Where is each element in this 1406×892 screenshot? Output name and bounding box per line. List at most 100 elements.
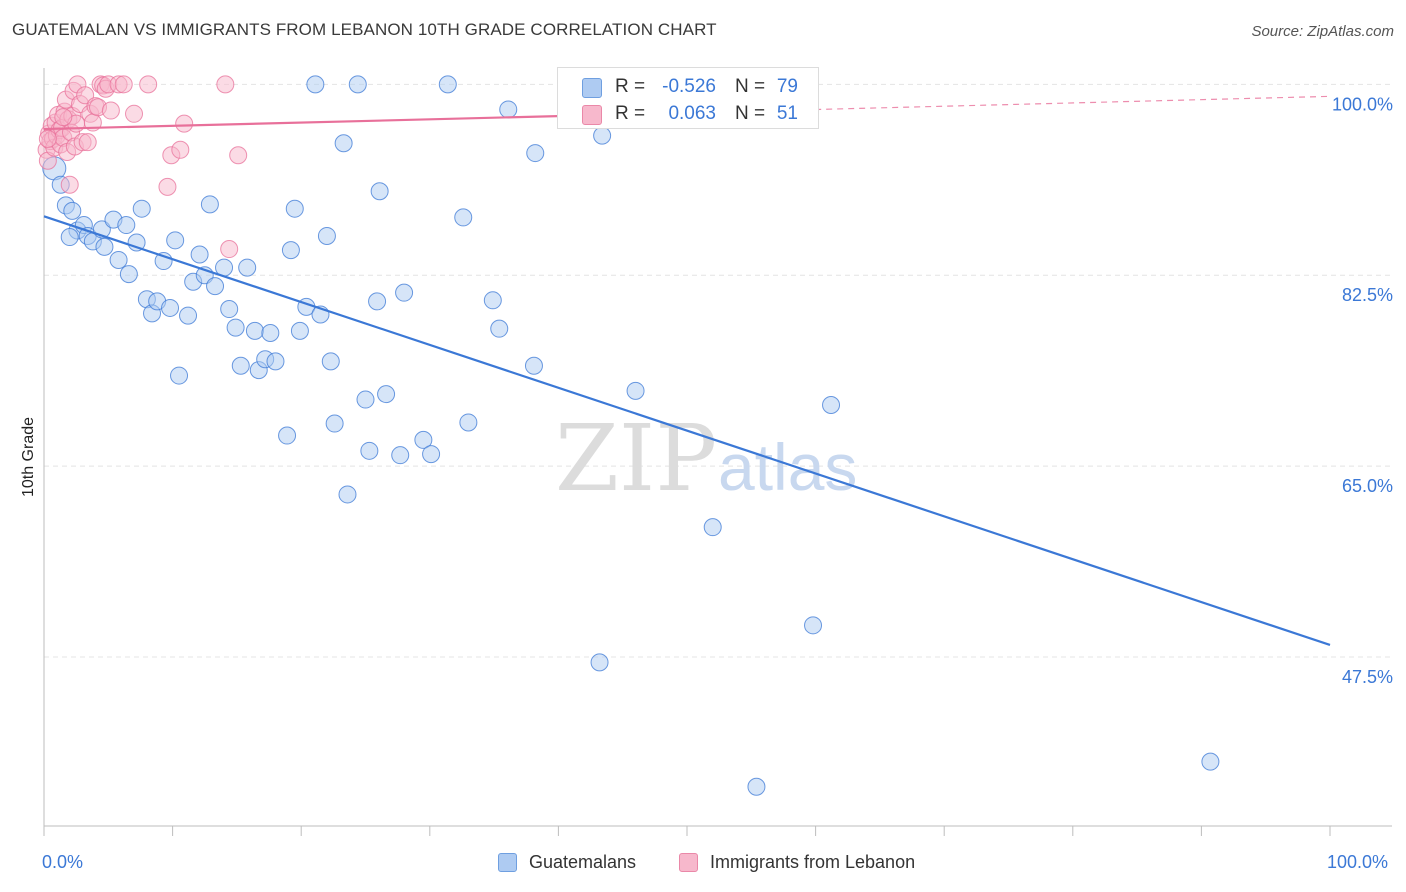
data-point [422, 445, 441, 464]
data-point [158, 177, 177, 196]
stats-n-value: 79 [776, 76, 798, 97]
data-point [391, 446, 410, 465]
data-point [377, 385, 396, 404]
watermark-zip: ZIP [555, 405, 717, 512]
data-point [285, 199, 304, 218]
data-point [166, 231, 185, 250]
data-point [231, 356, 250, 375]
chart-title: GUATEMALAN VS IMMIGRANTS FROM LEBANON 10… [12, 20, 717, 39]
stats-r-label: R = [615, 76, 646, 97]
data-point [245, 321, 264, 340]
data-point [334, 134, 353, 153]
legend-item-guatemalans[interactable]: Guatemalans [498, 852, 636, 873]
y-tick-label: 47.5% [1342, 667, 1393, 687]
data-point [179, 306, 198, 325]
y-tick-label: 82.5% [1342, 285, 1393, 305]
stats-swatch-pink [582, 105, 602, 125]
data-point [306, 75, 325, 94]
data-point [125, 104, 144, 123]
data-point [78, 133, 97, 152]
data-point [526, 144, 545, 163]
lebanon-points [37, 75, 248, 259]
zipatlas-watermark: ZIP atlas [555, 405, 857, 512]
axes [43, 68, 1392, 836]
data-point [261, 324, 280, 343]
data-point [175, 114, 194, 133]
data-point [170, 366, 189, 385]
data-point [524, 356, 543, 375]
watermark-atlas: atlas [718, 430, 857, 504]
stats-swatch-blue [582, 78, 602, 98]
stats-row-guatemalans: R = -0.526 N = 79 [558, 73, 818, 101]
data-point [278, 426, 297, 445]
legend-item-lebanon[interactable]: Immigrants from Lebanon [679, 852, 915, 873]
stats-n-value: 51 [776, 103, 798, 124]
data-point [117, 216, 136, 235]
data-point [822, 396, 841, 415]
data-point [321, 352, 340, 371]
data-point [60, 228, 79, 247]
data-point [171, 140, 190, 159]
data-point [483, 291, 502, 310]
source-credit: Source: ZipAtlas.com [1251, 23, 1394, 40]
data-point [348, 75, 367, 94]
x-tick-label-max: 100.0% [1327, 852, 1389, 872]
stats-n-label: N = [735, 103, 766, 124]
data-point [438, 75, 457, 94]
trend-line-guatemalans [43, 215, 1331, 646]
data-point [60, 175, 79, 194]
data-point [368, 292, 387, 311]
data-point [132, 199, 151, 218]
data-point [325, 414, 344, 433]
trend-line-lebanon [43, 114, 563, 131]
data-point [101, 101, 120, 120]
data-point [1201, 752, 1220, 771]
data-point [360, 441, 379, 460]
data-point [703, 518, 722, 537]
stats-legend: R = -0.526 N = 79 R = 0.063 N = 51 [557, 67, 819, 129]
data-point [54, 108, 73, 127]
data-point [38, 129, 57, 148]
data-point [459, 413, 478, 432]
data-point [161, 298, 180, 317]
data-point [499, 100, 518, 119]
data-point [226, 318, 245, 337]
data-point [626, 381, 645, 400]
data-point [266, 352, 285, 371]
data-point [747, 777, 766, 796]
data-point [229, 146, 248, 165]
stats-row-lebanon: R = 0.063 N = 51 [558, 100, 818, 128]
guatemalans-points [42, 75, 1220, 796]
series-legend: Guatemalans Immigrants from Lebanon [0, 852, 1406, 878]
y-tick-label: 65.0% [1342, 476, 1393, 496]
y-tick-labels: 100.0% 82.5% 65.0% 47.5% [1332, 94, 1393, 687]
data-point [490, 319, 509, 338]
stats-n-label: N = [735, 76, 766, 97]
trend-lines [43, 95, 1331, 646]
data-point [139, 75, 158, 94]
data-point [454, 208, 473, 227]
trend-line-extension [562, 95, 1331, 117]
data-point [414, 430, 433, 449]
data-point [338, 485, 357, 504]
data-point [220, 240, 239, 259]
data-point [317, 226, 336, 245]
stats-r-value: -0.526 [662, 76, 716, 97]
x-tick-label-min: 0.0% [42, 852, 84, 872]
data-point [593, 126, 612, 145]
data-point [109, 250, 128, 269]
data-point [281, 241, 300, 260]
data-point [590, 653, 609, 672]
data-point [216, 75, 235, 94]
data-point [63, 201, 82, 220]
data-point [95, 237, 114, 256]
legend-swatch-pink [679, 853, 698, 872]
data-point [114, 75, 133, 94]
data-point [238, 258, 257, 277]
data-point [190, 245, 209, 264]
data-point [395, 283, 414, 302]
data-point [356, 390, 375, 409]
data-point [804, 616, 823, 635]
y-tick-label: 100.0% [1332, 94, 1393, 114]
data-point [119, 265, 138, 284]
